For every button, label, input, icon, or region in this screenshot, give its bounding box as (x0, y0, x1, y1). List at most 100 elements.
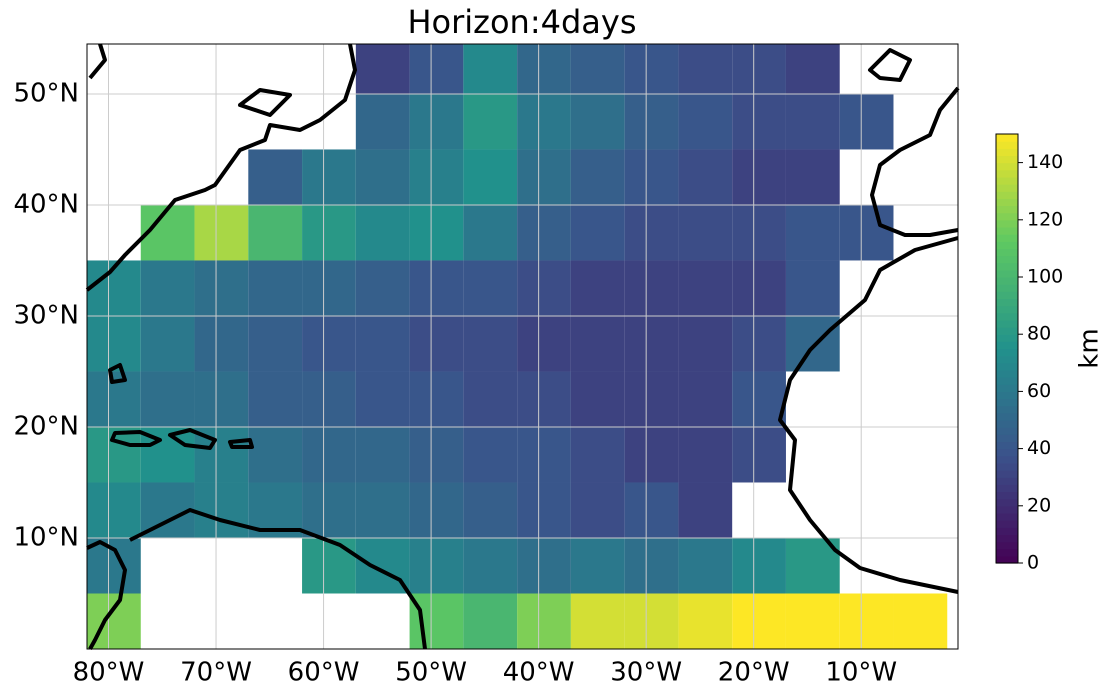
cell (463, 93, 518, 150)
cell (678, 537, 733, 594)
cell (463, 426, 518, 483)
cell (624, 149, 679, 205)
colorbar-step (996, 555, 1018, 564)
cell (409, 593, 464, 649)
colorbar-step (996, 412, 1018, 421)
cell (732, 44, 786, 94)
cell (409, 260, 464, 316)
x-tick-label: 50°W (395, 658, 467, 688)
cell (517, 482, 571, 538)
colorbar-step (996, 319, 1018, 328)
cell (194, 482, 249, 538)
cell (517, 149, 571, 205)
colorbar-step (996, 369, 1018, 378)
x-tick-label: 40°W (503, 658, 575, 688)
colorbar-step (996, 134, 1018, 142)
colorbar-step (996, 434, 1018, 443)
colorbar-step (996, 155, 1018, 164)
cell (517, 371, 571, 427)
cell (463, 593, 518, 649)
colorbar-step (996, 148, 1018, 157)
colorbar-label: km (1075, 328, 1105, 368)
cell (570, 260, 625, 316)
cell (517, 537, 571, 594)
colorbar-step (996, 355, 1018, 364)
cell (785, 593, 840, 649)
coast-europe (870, 86, 960, 237)
colorbar-step (996, 384, 1018, 392)
colorbar-step (996, 219, 1018, 228)
cell (570, 537, 625, 594)
cell (87, 482, 141, 538)
cell (732, 204, 786, 261)
cell (248, 426, 303, 483)
colorbar-step (996, 205, 1018, 214)
cell (302, 371, 356, 427)
cell (463, 537, 518, 594)
grid (87, 44, 958, 649)
cell (624, 260, 679, 316)
coast-labrador (88, 43, 107, 80)
colorbar-step (996, 362, 1018, 371)
cell (302, 537, 356, 594)
colorbar-step (996, 462, 1018, 471)
cell (732, 426, 786, 483)
cell (248, 371, 303, 427)
cell (355, 315, 410, 372)
cell (463, 44, 518, 94)
cell (517, 593, 571, 649)
chart-title: Horizon:4days (407, 3, 636, 41)
colorbar-step (996, 455, 1018, 464)
colorbar-step (996, 377, 1018, 385)
cell (624, 537, 679, 594)
cell (785, 44, 840, 94)
cell (248, 260, 303, 316)
colorbar-step (996, 470, 1018, 478)
cell (302, 260, 356, 316)
cell (302, 204, 356, 261)
colorbar-tick-label: 0 (1027, 552, 1039, 574)
cell (355, 426, 410, 483)
cell (194, 260, 249, 316)
colorbar-step (996, 212, 1018, 221)
coast-britain (868, 48, 912, 82)
cell (409, 315, 464, 372)
cell (463, 260, 518, 316)
cell (785, 149, 840, 205)
cell (409, 537, 464, 594)
colorbar-step (996, 255, 1018, 264)
cell (463, 149, 518, 205)
colorbar: 0 20 40 60 80 100 120 140 km (995, 133, 1105, 574)
cell (463, 315, 518, 372)
cell (194, 371, 249, 427)
cell (517, 93, 571, 150)
cell (624, 44, 679, 94)
colorbar-step (996, 420, 1018, 428)
colorbar-step (996, 176, 1018, 185)
map-frame (86, 43, 959, 650)
cell (732, 149, 786, 205)
cell (785, 204, 840, 261)
cell (355, 482, 410, 538)
cell (517, 426, 571, 483)
cell (570, 44, 625, 94)
cell (463, 482, 518, 538)
coast-south-america (86, 508, 427, 650)
colorbar-step (996, 169, 1018, 178)
cell (570, 93, 625, 150)
colorbar-step (996, 534, 1018, 543)
cell (463, 204, 518, 261)
colorbar-tick-label: 40 (1027, 437, 1051, 459)
cell (355, 260, 410, 316)
cell (624, 482, 679, 538)
cell (463, 371, 518, 427)
colorbar-tick-label: 100 (1027, 266, 1063, 288)
cell (248, 149, 303, 205)
y-tick-label: 30°N (13, 300, 79, 330)
cell (678, 593, 733, 649)
cell (355, 93, 410, 150)
coast-africa (778, 236, 959, 594)
colorbar-step (996, 548, 1018, 557)
cell (785, 93, 840, 150)
colorbar-tick-label: 80 (1027, 323, 1051, 345)
